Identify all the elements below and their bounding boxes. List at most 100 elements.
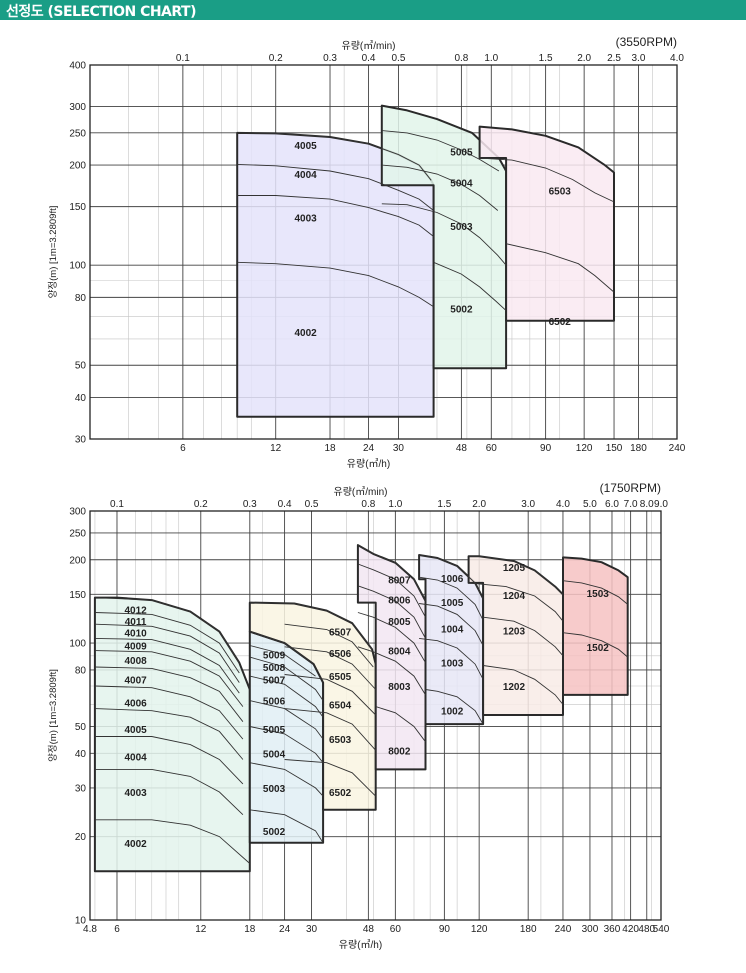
x-bottom-tick-label: 120 (576, 443, 593, 454)
curve-6506 (284, 623, 374, 668)
selection-zone-7 (562, 556, 629, 696)
curve-8005 (357, 585, 426, 639)
curve-1502 (562, 632, 628, 658)
rpm-label: (3550RPM) (616, 35, 677, 49)
curve-label-1502: 1502 (587, 643, 610, 654)
curve-label-5004: 5004 (450, 179, 473, 190)
x-bottom-tick-label: 24 (363, 443, 375, 454)
curve-label-1503: 1503 (587, 589, 610, 600)
y-tick-label: 200 (69, 555, 86, 566)
curve-4004 (237, 163, 434, 211)
curve-label-4004: 4004 (294, 170, 317, 181)
y-tick-label: 300 (69, 102, 86, 113)
y-tick-label: 40 (75, 749, 87, 760)
curve-5008 (249, 645, 316, 677)
curve-4008 (94, 650, 244, 707)
x-top-tick-label: 3.0 (632, 53, 646, 64)
x-bottom-tick-label: 48 (456, 443, 468, 454)
curve-4011 (94, 612, 240, 674)
x-top-tick-label: 4.0 (670, 53, 684, 64)
x-bottom-tick-label: 60 (486, 443, 498, 454)
curve-5007 (249, 656, 324, 701)
curve-label-1005: 1005 (441, 598, 464, 609)
curve-label-4007: 4007 (124, 675, 147, 686)
y-tick-label: 50 (75, 722, 87, 733)
y-tick-label: 100 (69, 261, 86, 272)
curve-1006 (419, 554, 484, 599)
curve-1003 (419, 637, 484, 680)
x-top-tick-label: 0.3 (243, 499, 257, 510)
curve-5003 (381, 203, 507, 266)
x-bottom-axis-title: 유량(㎥/h) (347, 457, 390, 470)
y-tick-label: 30 (75, 783, 87, 794)
x-bottom-tick-label: 180 (520, 924, 537, 935)
x-top-tick-label: 7.0 (624, 499, 638, 510)
curve-label-5005: 5005 (263, 725, 286, 736)
x-bottom-tick-label: 180 (630, 443, 647, 454)
curve-label-6505: 6505 (329, 672, 352, 683)
y-tick-label: 80 (75, 665, 87, 676)
curve-label-5004: 5004 (263, 749, 286, 760)
x-top-tick-label: 1.0 (388, 499, 402, 510)
curve-6502 (284, 759, 377, 797)
x-bottom-tick-label: 240 (555, 924, 572, 935)
curve-label-1002: 1002 (441, 707, 464, 718)
curve-label-5007: 5007 (263, 675, 286, 686)
x-top-tick-label: 0.5 (391, 53, 405, 64)
curve-1503 (562, 580, 628, 605)
plot-frame (89, 64, 678, 440)
x-bottom-tick-label: 480 (638, 924, 655, 935)
x-bottom-tick-label: 420 (622, 924, 639, 935)
y-tick-label: 20 (75, 832, 87, 843)
curve-label-5009: 5009 (263, 650, 286, 661)
y-tick-label: 10 (75, 916, 87, 927)
x-bottom-tick-label: 48 (363, 924, 375, 935)
x-top-tick-label: 0.4 (362, 53, 376, 64)
curve-1005 (419, 576, 484, 621)
curve-4012 (94, 597, 240, 663)
curve-8003 (357, 646, 426, 696)
curve-label-4008: 4008 (124, 656, 147, 667)
x-top-tick-label: 0.5 (305, 499, 319, 510)
curve-1202 (483, 665, 564, 705)
y-axis-title: 양정(m) [1m=3.2809ft] (48, 206, 59, 299)
x-bottom-tick-label: 360 (604, 924, 621, 935)
x-top-tick-label: 1.0 (484, 53, 498, 64)
x-bottom-tick-label: 300 (582, 924, 599, 935)
curve-6503 (479, 157, 615, 203)
curve-5004 (381, 164, 499, 211)
curve-label-6502: 6502 (549, 317, 572, 328)
curve-label-1203: 1203 (503, 627, 526, 638)
curve-label-6503: 6503 (549, 186, 572, 197)
x-top-tick-label: 0.1 (176, 53, 190, 64)
curve-label-8006: 8006 (388, 595, 411, 606)
x-bottom-tick-label: 240 (669, 443, 686, 454)
y-tick-label: 250 (69, 128, 86, 139)
curve-5009 (249, 631, 314, 665)
curve-label-5006: 5006 (263, 697, 286, 708)
x-bottom-tick-label: 90 (540, 443, 552, 454)
curve-4005 (237, 132, 432, 181)
x-top-axis-title: 유량(㎥/min) (342, 39, 396, 52)
curve-4005 (94, 708, 244, 760)
x-bottom-tick-label: 30 (306, 924, 318, 935)
y-tick-label: 50 (75, 361, 87, 372)
curve-5002 (433, 261, 507, 311)
curve-label-1004: 1004 (441, 624, 464, 635)
curve-label-4003: 4003 (294, 214, 317, 225)
curve-1002 (425, 689, 484, 725)
x-top-tick-label: 1.5 (437, 499, 451, 510)
curve-5003 (249, 762, 324, 797)
x-bottom-tick-label: 12 (195, 924, 207, 935)
chart-1750rpm: 4012401140104009400840074006400540044003… (48, 481, 670, 951)
plot-frame (89, 510, 662, 921)
x-bottom-tick-label: 24 (279, 924, 291, 935)
y-tick-label: 200 (69, 161, 86, 172)
x-bottom-tick-label: 12 (270, 443, 282, 454)
x-top-tick-label: 1.5 (539, 53, 553, 64)
curve-4003 (94, 768, 244, 816)
x-top-tick-label: 0.1 (110, 499, 124, 510)
curve-6504 (284, 674, 377, 716)
curve-label-6504: 6504 (329, 701, 352, 712)
